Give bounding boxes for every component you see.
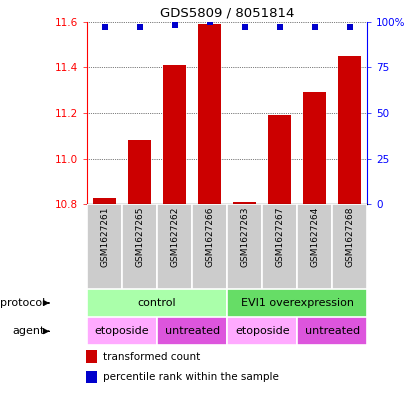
Point: [311, 24, 318, 30]
Text: percentile rank within the sample: percentile rank within the sample: [103, 372, 278, 382]
Text: protocol: protocol: [0, 298, 45, 308]
Bar: [227, 289, 367, 317]
Bar: [233, 202, 256, 204]
Bar: [262, 204, 297, 289]
Point: [206, 18, 213, 25]
Bar: [157, 204, 192, 289]
Bar: [87, 317, 157, 345]
Bar: [303, 92, 326, 204]
Text: GSM1627265: GSM1627265: [135, 207, 144, 267]
Bar: [198, 24, 221, 204]
Bar: [269, 115, 291, 204]
Text: GSM1627268: GSM1627268: [345, 207, 354, 267]
Text: GSM1627267: GSM1627267: [275, 207, 284, 267]
Title: GDS5809 / 8051814: GDS5809 / 8051814: [160, 6, 294, 19]
Bar: [338, 56, 361, 204]
Text: etoposide: etoposide: [95, 326, 149, 336]
Text: etoposide: etoposide: [235, 326, 290, 336]
Bar: [86, 371, 97, 384]
Point: [101, 24, 108, 30]
Text: untreated: untreated: [305, 326, 360, 336]
Bar: [157, 317, 227, 345]
Bar: [87, 204, 122, 289]
Bar: [192, 204, 227, 289]
Point: [276, 24, 283, 30]
Bar: [86, 351, 97, 363]
Bar: [122, 204, 157, 289]
Text: EVI1 overexpression: EVI1 overexpression: [241, 298, 354, 308]
Text: GSM1627263: GSM1627263: [240, 207, 249, 267]
Bar: [227, 317, 297, 345]
Bar: [297, 317, 367, 345]
Bar: [93, 198, 116, 204]
Point: [171, 22, 178, 28]
Text: GSM1627261: GSM1627261: [100, 207, 109, 267]
Text: untreated: untreated: [165, 326, 220, 336]
Point: [137, 24, 143, 30]
Text: GSM1627262: GSM1627262: [170, 207, 179, 267]
Text: control: control: [138, 298, 176, 308]
Bar: [227, 204, 262, 289]
Bar: [128, 140, 151, 204]
Bar: [164, 65, 186, 204]
Bar: [87, 289, 227, 317]
Text: GSM1627264: GSM1627264: [310, 207, 319, 267]
Text: transformed count: transformed count: [103, 352, 200, 362]
Bar: [332, 204, 367, 289]
Point: [242, 24, 248, 30]
Point: [347, 24, 353, 30]
Text: GSM1627266: GSM1627266: [205, 207, 214, 267]
Text: agent: agent: [12, 326, 45, 336]
Bar: [297, 204, 332, 289]
